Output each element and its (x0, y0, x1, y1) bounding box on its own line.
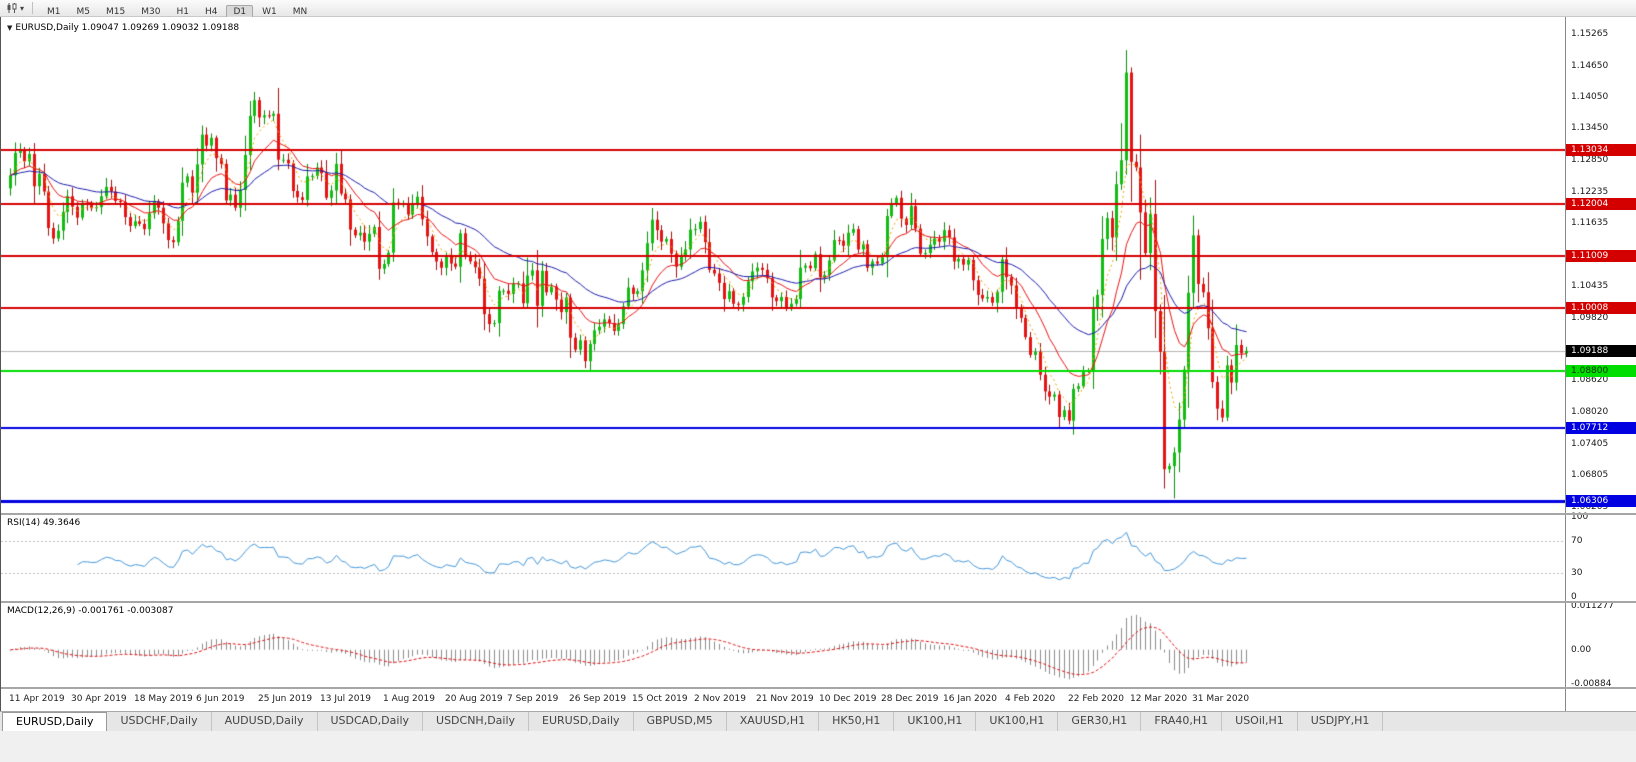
date-label: 4 Feb 2020 (1005, 694, 1056, 704)
rsi-label: RSI(14) 49.3646 (7, 518, 81, 528)
price-axis-label: 1.08620 (1571, 375, 1609, 386)
timeframe-button-m15[interactable]: M15 (106, 6, 126, 17)
price-line-badge: 1.07712 (1566, 421, 1636, 434)
chart-tab-ger30-h1[interactable]: GER30,H1 (1058, 712, 1142, 731)
date-label: 7 Sep 2019 (507, 694, 559, 704)
date-label: 20 Aug 2019 (445, 694, 503, 704)
timeframe-buttons: M1 M5 M15 M30 H1 H4 D1 W1 MN (39, 0, 315, 19)
price-axis-label: 1.14050 (1571, 92, 1609, 103)
chart-title: ▼ EURUSD,Daily 1.09047 1.09269 1.09032 1.… (7, 23, 239, 33)
status-strip (0, 731, 1636, 762)
price-line-badge: 1.06306 (1566, 495, 1636, 508)
chart-tab-bar: EURUSD,Daily USDCHF,Daily AUDUSD,Daily USDC… (0, 711, 1636, 731)
chart-tab-usdjpy-h1[interactable]: USDJPY,H1 (1298, 712, 1384, 731)
chart-window: ▼ EURUSD,Daily 1.09047 1.09269 1.09032 1.… (0, 17, 1636, 711)
price-chart-canvas[interactable] (1, 17, 1565, 513)
date-label: 25 Jun 2019 (258, 694, 313, 704)
macd-panel-separator[interactable] (1, 601, 1636, 603)
rsi-axis-label: 100 (1571, 512, 1589, 522)
price-axis-label: 1.08020 (1571, 406, 1609, 417)
timeframe-button-m1[interactable]: M1 (47, 6, 61, 17)
chart-tab-xauusd-h1[interactable]: XAUUSD,H1 (727, 712, 820, 731)
timeframe-button-h1[interactable]: H1 (176, 6, 189, 17)
chart-tab-eurusd-daily[interactable]: EURUSD,Daily (2, 712, 108, 731)
time-axis-separator (1, 687, 1636, 689)
rsi-axis-label: 30 (1571, 568, 1583, 578)
date-label: 10 Dec 2019 (819, 694, 877, 704)
macd-axis-label: 0.00 (1571, 644, 1592, 655)
chart-tab-usdcnh-daily[interactable]: USDCNH,Daily (423, 712, 530, 731)
timeframe-button-h4[interactable]: H4 (204, 6, 218, 17)
date-label: 21 Nov 2019 (756, 694, 814, 704)
price-axis-label: 1.07405 (1571, 438, 1609, 449)
date-label: 13 Jul 2019 (320, 694, 371, 704)
toolbar-separator (32, 2, 34, 14)
date-label: 18 May 2019 (134, 694, 193, 704)
macd-panel-canvas[interactable] (1, 603, 1565, 687)
date-label: 11 Apr 2019 (9, 694, 65, 704)
chart-type-dropdown-icon[interactable]: ▾ (20, 3, 25, 13)
date-label: 12 Mar 2020 (1130, 694, 1188, 704)
rsi-panel-separator[interactable] (1, 513, 1636, 515)
chart-type-icon[interactable] (6, 2, 18, 14)
price-axis-label: 1.15265 (1571, 28, 1609, 39)
rsi-panel-canvas[interactable] (1, 515, 1565, 601)
price-line-badge: 1.11009 (1566, 249, 1636, 262)
date-label: 28 Dec 2019 (881, 694, 939, 704)
date-label: 6 Jun 2019 (196, 694, 245, 704)
date-label: 15 Oct 2019 (632, 694, 688, 704)
timeframe-button-m5[interactable]: M5 (76, 6, 91, 17)
price-axis-label: 1.13450 (1571, 123, 1609, 134)
chart-tab-gbpusd-m5[interactable]: GBPUSD,M5 (634, 712, 727, 731)
price-line-badge: 1.10008 (1566, 302, 1636, 315)
time-axis[interactable]: 11 Apr 2019 30 Apr 2019 18 May 2019 6 Jun 2… (1, 689, 1565, 711)
chart-menu-icon[interactable]: ▼ (7, 24, 13, 32)
chart-tab-fra40-h1[interactable]: FRA40,H1 (1141, 712, 1223, 731)
current-price-badge: 1.09188 (1566, 344, 1636, 357)
chart-title-text: EURUSD,Daily 1.09047 1.09269 1.09032 1.0… (15, 23, 240, 33)
chart-tab-eurusd-daily[interactable]: EURUSD,Daily (529, 712, 634, 731)
price-axis-label: 1.06805 (1571, 470, 1609, 481)
timeframe-button-m30[interactable]: M30 (141, 6, 161, 17)
price-axis[interactable]: 1.15265 1.14650 1.14050 1.13450 1.12850 1.122… (1565, 17, 1636, 711)
date-label: 1 Aug 2019 (383, 694, 435, 704)
date-label: 22 Feb 2020 (1068, 694, 1125, 704)
price-axis-label: 1.09820 (1571, 312, 1609, 323)
chart-tab-hk50-h1[interactable]: HK50,H1 (819, 712, 895, 731)
chart-tab-uk100-h1[interactable]: UK100,H1 (976, 712, 1059, 731)
date-label: 31 Mar 2020 (1192, 694, 1250, 704)
price-axis-label: 1.12235 (1571, 186, 1609, 197)
macd-label: MACD(12,26,9) -0.001761 -0.003087 (7, 606, 174, 616)
chart-tab-uk100-h1[interactable]: UK100,H1 (894, 712, 977, 731)
timeframe-button-w1[interactable]: W1 (262, 6, 277, 17)
price-axis-label: 1.10435 (1571, 280, 1609, 291)
chart-tab-usoil-h1[interactable]: USOil,H1 (1222, 712, 1298, 731)
date-label: 26 Sep 2019 (569, 694, 627, 704)
timeframe-toolbar: ▾ M1 M5 M15 M30 H1 H4 D1 W1 MN (0, 0, 1636, 19)
date-label: 30 Apr 2019 (71, 694, 127, 704)
price-line-badge: 1.08800 (1566, 365, 1636, 378)
timeframe-button-d1[interactable]: D1 (226, 4, 254, 19)
timeframe-button-mn[interactable]: MN (292, 6, 308, 17)
price-axis-label: 1.11635 (1571, 218, 1609, 229)
price-axis-label: 1.14650 (1571, 60, 1609, 71)
chart-tab-audusd-daily[interactable]: AUDUSD,Daily (212, 712, 318, 731)
rsi-axis-label: 0 (1571, 592, 1577, 602)
chart-tab-usdchf-daily[interactable]: USDCHF,Daily (107, 712, 212, 731)
price-line-badge: 1.13034 (1566, 144, 1636, 157)
date-label: 2 Nov 2019 (694, 694, 746, 704)
macd-axis-label: 0.011277 (1571, 601, 1614, 611)
date-label: 16 Jan 2020 (943, 694, 997, 704)
price-axis-label: 1.12850 (1571, 154, 1609, 165)
macd-axis-label: -0.00884 (1571, 679, 1612, 689)
price-line-badge: 1.12004 (1566, 197, 1636, 210)
chart-tab-usdcad-daily[interactable]: USDCAD,Daily (318, 712, 424, 731)
rsi-axis-label: 70 (1571, 536, 1583, 546)
